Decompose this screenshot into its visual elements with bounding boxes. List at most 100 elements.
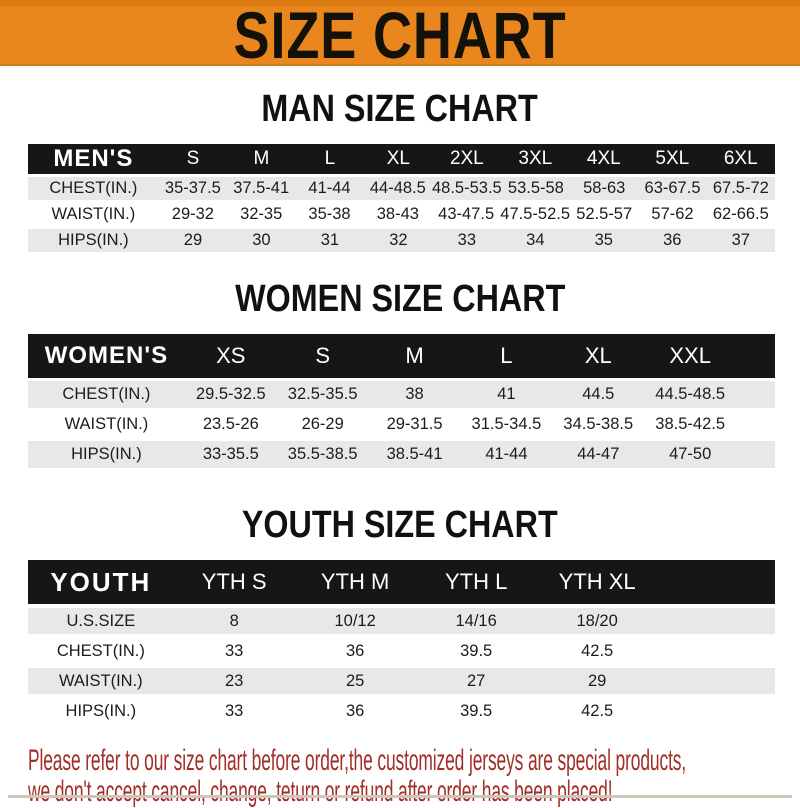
youth-header-cell: YTH XL [558,569,636,594]
youth-row: CHEST(IN.) 33 36 39.5 42.5 [28,638,775,664]
men-cell: 52.5-57 [576,205,633,223]
men-header-cell: 4XL [586,148,621,169]
bottom-divider [8,795,792,798]
youth-cell: 36 [345,641,365,660]
women-header-cell: S [315,343,331,368]
men-cell: 32-35 [240,205,283,223]
youth-cell: 39.5 [460,701,493,720]
men-row-label: HIPS(IN.) [58,231,129,249]
youth-cell: 14/16 [455,611,497,630]
women-cell: 34.5-38.5 [563,415,634,433]
footer-note: Please refer to our size chart before or… [28,745,800,807]
women-header-bar: WOMEN'S XS S M L XL XXL [28,334,775,378]
men-row: CHEST(IN.) 35-37.5 37.5-41 41-44 44-48.5 48.5… [28,177,775,200]
youth-cell: 36 [345,701,365,720]
men-cell: 43-47.5 [438,205,495,223]
men-header-cell: XL [386,148,410,169]
men-cell: 44-48.5 [369,179,426,197]
youth-section-title: YOUTH SIZE CHART [0,468,800,546]
men-cell: 33 [457,231,477,249]
youth-row-label: WAIST(IN.) [58,671,143,690]
women-row-label: CHEST(IN.) [62,385,151,403]
men-cell: 48.5-53.5 [431,179,502,197]
women-header-cell: XXL [669,343,711,368]
men-cell: 35-38 [308,205,351,223]
men-cell: 29-32 [171,205,214,223]
women-row-label: WAIST(IN.) [64,415,149,433]
men-row-label: CHEST(IN.) [49,179,138,197]
women-header-cell: WOMEN'S [44,342,169,369]
women-cell: 47-50 [669,445,712,463]
men-header-cell: S [186,148,200,169]
women-cell: 38 [405,385,424,403]
youth-cell: 25 [345,671,365,690]
youth-cell: 10/12 [334,611,376,630]
women-row: WAIST(IN.) 23.5-26 26-29 29-31.5 31.5-34.5 34… [28,411,775,438]
men-section-title-text: MAN SIZE CHART [261,88,539,130]
men-cell: 62-66.5 [712,205,769,223]
footer-note-line2: we don't accept cancel, change, teturn o… [28,775,613,808]
women-cell: 23.5-26 [202,415,259,433]
youth-cell: 8 [229,611,239,630]
women-cell: 44-47 [577,445,620,463]
youth-cell: 33 [224,641,244,660]
youth-header-cell: YTH M [320,569,390,594]
men-cell: 63-67.5 [644,179,701,197]
youth-header-cell: YOUTH [50,566,152,597]
youth-row: WAIST(IN.) 23 25 27 29 [28,668,775,694]
women-header-cell: XL [584,343,612,368]
youth-cell: 39.5 [460,641,493,660]
men-cell: 34 [526,231,545,249]
banner-title: SIZE CHART [233,0,567,72]
women-row-label: HIPS(IN.) [71,445,142,463]
women-cell: 33-35.5 [202,445,259,463]
women-section-title: WOMEN SIZE CHART [0,252,800,320]
youth-size-table: YOUTH YTH S YTH M YTH L YTH XL U.S.SIZE 8 10/12… [28,560,775,724]
men-cell: 37.5-41 [233,179,290,197]
youth-row-label: U.S.SIZE [66,611,136,630]
men-header-cell: 5XL [655,148,690,169]
men-header-cell: 2XL [449,148,484,169]
men-cell: 41-44 [308,179,351,197]
youth-row-label: CHEST(IN.) [56,641,145,660]
youth-cell: 18/20 [576,611,618,630]
youth-header-cell: YTH S [201,569,267,594]
men-cell: 67.5-72 [712,179,769,197]
youth-section-title-text: YOUTH SIZE CHART [242,504,558,546]
men-header-cell: 3XL [518,148,553,169]
men-cell: 35 [594,231,613,249]
women-row: CHEST(IN.) 29.5-32.5 32.5-35.5 38 41 44.5 44.5… [28,381,775,408]
youth-cell: 27 [466,671,486,690]
men-cell: 37 [731,231,750,249]
men-header-cell: 6XL [723,148,758,169]
youth-cell: 33 [224,701,244,720]
women-size-table: WOMEN'S XS S M L XL XXL CHEST(IN.) 29.5-32.5 32.5… [28,334,775,468]
youth-header-bar: YOUTH YTH S YTH M YTH L YTH XL [28,560,775,604]
women-cell: 29.5-32.5 [195,385,266,403]
youth-row: U.S.SIZE 8 10/12 14/16 18/20 [28,608,775,634]
men-size-table: MEN'S S M L XL 2XL 3XL 4XL 5XL 6XL CHEST(IN.) 35-37… [28,144,775,252]
women-cell: 26-29 [301,415,344,433]
women-cell: 29-31.5 [386,415,443,433]
men-header-cell: MEN'S [53,145,134,172]
women-cell: 44.5-48.5 [655,385,726,403]
women-cell: 38.5-42.5 [655,415,726,433]
men-section-title: MAN SIZE CHART [0,66,800,130]
footer-note-line1: Please refer to our size chart before or… [28,744,687,777]
men-row-label: WAIST(IN.) [51,205,136,223]
men-cell: 29 [183,231,203,249]
youth-row: HIPS(IN.) 33 36 39.5 42.5 [28,698,775,724]
women-header-cell: M [405,343,424,368]
men-header-cell: L [324,148,336,169]
women-cell: 35.5-38.5 [287,445,358,463]
men-cell: 30 [252,231,271,249]
women-section-title-text: WOMEN SIZE CHART [234,278,566,320]
women-cell: 31.5-34.5 [471,415,542,433]
men-header-cell: M [253,148,270,169]
women-row: HIPS(IN.) 33-35.5 35.5-38.5 38.5-41 41-44 44-… [28,441,775,468]
youth-cell: 42.5 [581,701,614,720]
men-cell: 38-43 [376,205,419,223]
youth-cell: 42.5 [581,641,614,660]
men-cell: 53.5-58 [507,179,564,197]
men-cell: 31 [320,231,340,249]
